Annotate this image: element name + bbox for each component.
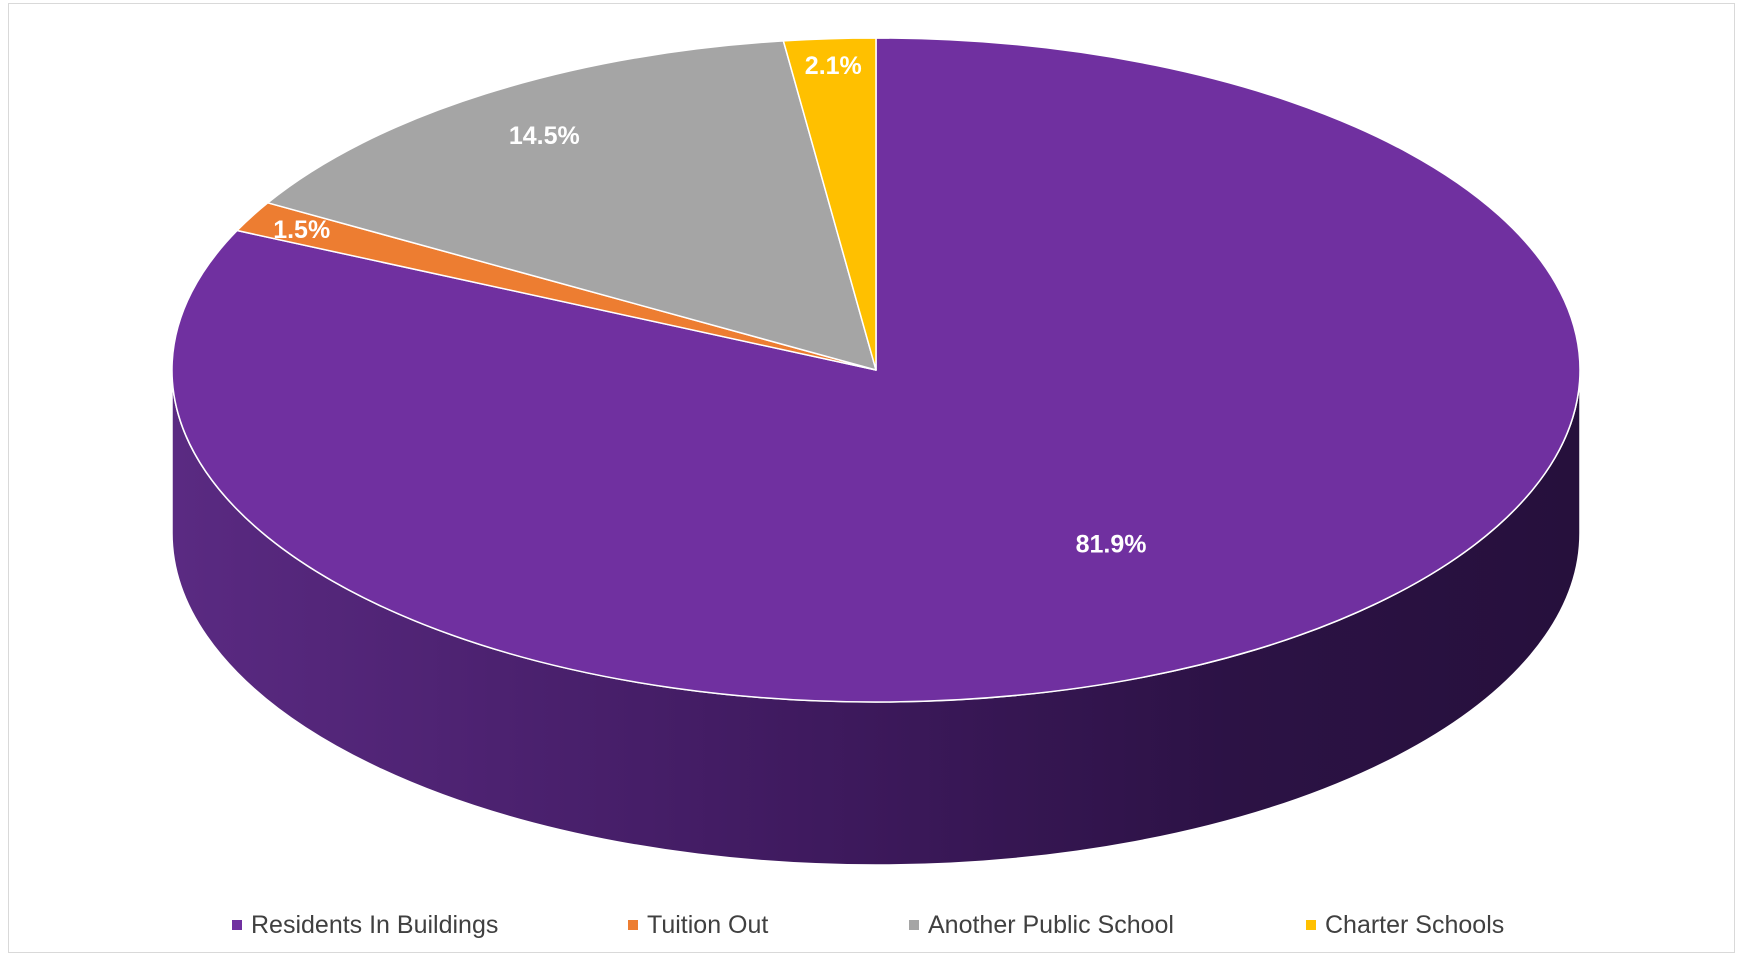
pie-slice-charter-schools[interactable] [782, 37, 877, 371]
pie-slice-another-public-school[interactable] [267, 40, 877, 371]
legend-swatch [232, 920, 242, 930]
legend-swatch [628, 920, 638, 930]
legend-label: Tuition Out [647, 910, 769, 939]
legend: Residents In Buildings Tuition Out Another… [0, 905, 1745, 945]
legend-label: Charter Schools [1325, 910, 1505, 939]
data-label-tuition-out: 1.5% [273, 216, 330, 244]
data-label-another-public-school: 14.5% [509, 122, 580, 150]
legend-label: Residents In Buildings [251, 910, 499, 939]
legend-item-charter-schools[interactable]: Charter Schools [1306, 905, 1504, 945]
legend-label: Another Public School [928, 910, 1174, 939]
legend-swatch [1306, 920, 1316, 930]
data-label-residents-in-buildings: 81.9% [1076, 530, 1147, 558]
data-label-charter-schools: 2.1% [805, 52, 862, 80]
legend-swatch [909, 920, 919, 930]
legend-item-tuition-out[interactable]: Tuition Out [628, 905, 768, 945]
legend-item-another-public-school[interactable]: Another Public School [909, 905, 1174, 945]
legend-item-residents-in-buildings[interactable]: Residents In Buildings [232, 905, 498, 945]
